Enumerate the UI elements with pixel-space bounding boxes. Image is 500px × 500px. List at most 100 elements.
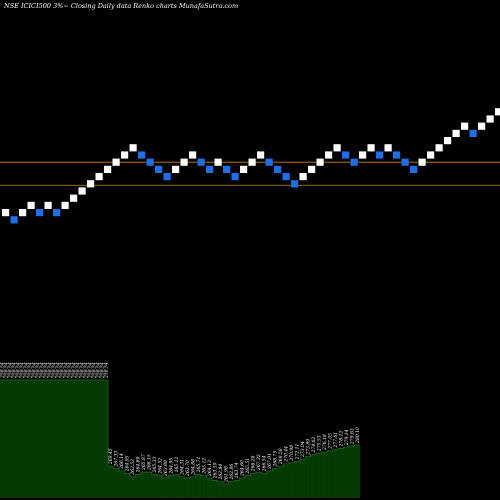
volume-label: 258.54 <box>36 362 42 379</box>
volume-label: 267.33 <box>114 451 120 468</box>
volume-bar <box>277 466 284 498</box>
volume-label: 258.54 <box>48 362 54 379</box>
volume-bar <box>151 474 158 498</box>
volume-label: 273.04 <box>300 441 306 458</box>
volume-label: 279.63 <box>349 428 355 445</box>
volume-label: 264.88 <box>190 459 196 476</box>
renko-brick-up <box>70 194 78 202</box>
volume-bar <box>80 380 85 498</box>
volume-label: 264.60 <box>240 460 246 477</box>
volume-bar <box>305 456 311 498</box>
renko-brick-up <box>61 201 69 209</box>
volume-label: 265.12 <box>201 458 207 475</box>
volume-bar <box>32 380 37 498</box>
volume-bar <box>84 380 89 498</box>
renko-brick-up <box>427 151 435 159</box>
renko-brick-down <box>291 180 299 188</box>
volume-label: 258.54 <box>100 362 106 379</box>
renko-brick-up <box>359 151 367 159</box>
renko-brick-up <box>444 137 452 145</box>
volume-label: 263.74 <box>234 462 240 479</box>
volume-bar <box>239 477 246 498</box>
volume-bar <box>146 472 153 498</box>
volume-label: 258.54 <box>8 362 14 379</box>
renko-brick-up <box>78 187 86 195</box>
renko-brick-up <box>104 165 112 173</box>
volume-bar <box>261 473 268 498</box>
volume-bar <box>217 481 224 498</box>
volume-label: 266.28 <box>251 455 257 472</box>
volume-label: 264.13 <box>207 460 213 477</box>
volume-bar <box>184 477 191 498</box>
volume-label: 258.54 <box>96 362 102 379</box>
volume-bar <box>56 380 61 498</box>
renko-brick-down <box>376 151 384 159</box>
volume-label: 261.98 <box>223 466 229 483</box>
volume-label: 270.98 <box>289 445 295 462</box>
renko-brick-up <box>2 209 10 217</box>
volume-label: 258.54 <box>20 362 26 379</box>
volume-bar <box>92 380 97 498</box>
renko-brick-up <box>367 144 375 152</box>
renko-brick-up <box>478 122 486 130</box>
volume-label: 258.54 <box>72 362 78 379</box>
renko-brick-up <box>325 151 333 159</box>
volume-label: 258.54 <box>64 362 70 379</box>
volume-bar <box>266 470 273 498</box>
volume-bar <box>0 380 5 498</box>
volume-bar <box>327 450 333 498</box>
volume-label: 267.91 <box>267 453 273 470</box>
volume-label: 270.44 <box>284 446 290 463</box>
volume-bar <box>201 475 207 498</box>
chart-title: NSE ICICI500 3%~ Closing Daily data Renk… <box>4 2 239 10</box>
volume-bar <box>223 483 229 498</box>
volume-bar <box>338 448 344 498</box>
volume-label: 265.33 <box>152 457 158 474</box>
volume-label: 276.18 <box>322 434 328 451</box>
volume-label: 267.32 <box>256 454 262 471</box>
volume-bar <box>288 462 295 498</box>
volume-label: 258.54 <box>4 362 10 379</box>
volume-bar <box>8 380 13 498</box>
volume-bar <box>272 468 279 498</box>
volume-label: 258.54 <box>76 362 82 379</box>
volume-bar <box>64 380 69 498</box>
renko-brick-down <box>393 151 401 159</box>
renko-brick-up <box>95 173 103 181</box>
renko-brick-up <box>299 173 307 181</box>
volume-label: 263.59 <box>212 462 218 479</box>
volume-area <box>0 379 361 498</box>
volume-label: 272.11 <box>295 444 301 461</box>
volume-bar <box>173 474 180 498</box>
volume-label: 264.31 <box>179 459 185 476</box>
renko-brick-down <box>469 129 477 137</box>
volume-bar <box>206 477 213 498</box>
volume-label: 265.12 <box>174 457 180 474</box>
volume-bar <box>157 475 163 498</box>
renko-brick-down <box>10 216 18 224</box>
volume-label: 269.58 <box>278 448 284 465</box>
renko-brick-up <box>180 158 188 166</box>
volume-bar <box>332 449 339 498</box>
renko-brick-up <box>435 144 443 152</box>
volume-labels: 258.54 258.54 258.54 258.54 258.54 258.54 258.… <box>0 362 361 483</box>
volume-bar <box>76 380 81 498</box>
volume-bar <box>96 380 101 498</box>
volume-label: 258.54 <box>16 362 22 379</box>
volume-label: 262.86 <box>229 464 235 481</box>
renko-brick-up <box>172 165 180 173</box>
renko-brick-up <box>316 158 324 166</box>
volume-bar <box>179 476 185 498</box>
volume-label: 268.75 <box>273 451 279 468</box>
volume-label: 263.70 <box>185 460 191 477</box>
volume-label: 265.51 <box>245 458 251 475</box>
volume-bar <box>190 476 196 498</box>
volume-bar <box>20 380 25 498</box>
volume-bar <box>118 470 125 498</box>
volume-label: 258.54 <box>40 362 46 379</box>
volume-label: 258.54 <box>88 362 94 379</box>
volume-bar <box>299 459 306 498</box>
volume-bar <box>108 466 114 498</box>
